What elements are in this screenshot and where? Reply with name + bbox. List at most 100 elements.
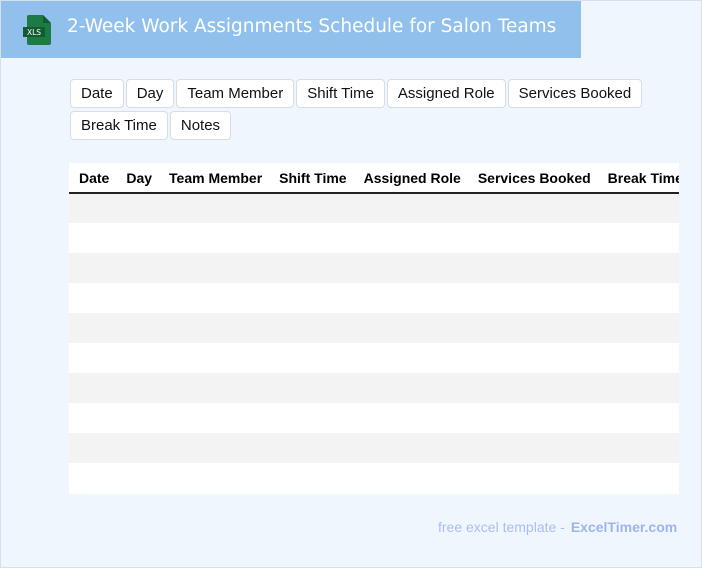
table-cell[interactable] [597, 463, 679, 493]
field-chip[interactable]: Date [70, 79, 124, 108]
schedule-table: Date Day Team Member Shift Time Assigned Rol… [69, 163, 679, 494]
table-cell[interactable] [159, 433, 270, 463]
table-cell[interactable] [69, 343, 117, 373]
footer-link[interactable]: ExcelTimer.com [570, 519, 678, 535]
table-row [69, 223, 679, 253]
table-cell[interactable] [353, 433, 468, 463]
table-cell[interactable] [159, 223, 270, 253]
xls-file-icon: XLS [23, 15, 51, 45]
table-cell[interactable] [116, 343, 160, 373]
table-cell[interactable] [597, 223, 679, 253]
table-cell[interactable] [69, 283, 117, 313]
table-cell[interactable] [69, 253, 117, 283]
table-cell[interactable] [467, 433, 598, 463]
table-cell[interactable] [353, 313, 468, 343]
table-cell[interactable] [597, 253, 679, 283]
table-cell[interactable] [69, 223, 117, 253]
table-cell[interactable] [159, 343, 270, 373]
table-cell[interactable] [353, 253, 468, 283]
field-chip[interactable]: Assigned Role [386, 79, 506, 108]
table-cell[interactable] [467, 283, 598, 313]
table-cell[interactable] [467, 403, 598, 433]
table-cell[interactable] [467, 253, 598, 283]
table-cell[interactable] [353, 403, 468, 433]
table-cell[interactable] [69, 403, 117, 433]
table-cell[interactable] [467, 463, 598, 493]
table-cell[interactable] [597, 403, 679, 433]
table-cell[interactable] [467, 193, 598, 223]
column-header: Team Member [159, 163, 270, 194]
table-cell[interactable] [353, 343, 468, 373]
table-cell[interactable] [116, 253, 160, 283]
column-header: Assigned Role [353, 163, 468, 194]
table-cell[interactable] [269, 403, 354, 433]
table-cell[interactable] [269, 253, 354, 283]
column-header: Shift Time [269, 163, 354, 194]
field-chip[interactable]: Break Time [70, 111, 168, 140]
footer: free excel template - ExcelTimer.com [438, 519, 677, 535]
table-cell[interactable] [116, 463, 160, 493]
table-cell[interactable] [467, 343, 598, 373]
table-cell[interactable] [269, 433, 354, 463]
table-row [69, 343, 679, 373]
table-row [69, 193, 679, 223]
footer-text: free excel template - [438, 519, 565, 535]
table-cell[interactable] [159, 463, 270, 493]
table-cell[interactable] [159, 283, 270, 313]
table-cell[interactable] [269, 463, 354, 493]
column-header: Day [116, 163, 160, 194]
table-cell[interactable] [116, 433, 160, 463]
table-cell[interactable] [467, 223, 598, 253]
table-cell[interactable] [269, 313, 354, 343]
table-row [69, 253, 679, 283]
table-row [69, 373, 679, 403]
table-cell[interactable] [269, 193, 354, 223]
table-cell[interactable] [159, 373, 270, 403]
table-cell[interactable] [159, 253, 270, 283]
table-cell[interactable] [597, 433, 679, 463]
table-cell[interactable] [69, 313, 117, 343]
table-cell[interactable] [353, 283, 468, 313]
table-row [69, 313, 679, 343]
table-cell[interactable] [597, 373, 679, 403]
table-cell[interactable] [159, 403, 270, 433]
table-cell[interactable] [597, 283, 679, 313]
title-banner: XLS 2-Week Work Assignments Schedule for… [1, 1, 581, 58]
field-chip[interactable]: Notes [169, 111, 232, 140]
field-chips: Date Day Team Member Shift Time Assigned Rol… [70, 79, 670, 140]
table-cell[interactable] [597, 193, 679, 223]
table-cell[interactable] [116, 283, 160, 313]
field-chip[interactable]: Services Booked [507, 79, 643, 108]
table-cell[interactable] [597, 343, 679, 373]
table-cell[interactable] [353, 223, 468, 253]
table-cell[interactable] [159, 193, 270, 223]
table-cell[interactable] [467, 313, 598, 343]
table-cell[interactable] [269, 373, 354, 403]
table-row [69, 283, 679, 313]
field-chip[interactable]: Shift Time [296, 79, 385, 108]
column-header: Date [69, 163, 117, 194]
table-cell[interactable] [269, 223, 354, 253]
table-cell[interactable] [116, 313, 160, 343]
table-cell[interactable] [69, 463, 117, 493]
table-cell[interactable] [269, 343, 354, 373]
table-cell[interactable] [597, 313, 679, 343]
table-cell[interactable] [116, 373, 160, 403]
table-cell[interactable] [69, 193, 117, 223]
table-cell[interactable] [353, 373, 468, 403]
field-chip[interactable]: Team Member [176, 79, 295, 108]
column-header: Break Time [597, 163, 679, 194]
table-cell[interactable] [467, 373, 598, 403]
table-cell[interactable] [116, 403, 160, 433]
table-cell[interactable] [353, 463, 468, 493]
table-cell[interactable] [159, 313, 270, 343]
table-row [69, 463, 679, 493]
table-cell[interactable] [269, 283, 354, 313]
table-cell[interactable] [69, 433, 117, 463]
field-chip[interactable]: Day [125, 79, 175, 108]
table-cell[interactable] [116, 193, 160, 223]
table-cell[interactable] [116, 223, 160, 253]
table-cell[interactable] [353, 193, 468, 223]
table-cell[interactable] [69, 373, 117, 403]
table-row [69, 433, 679, 463]
